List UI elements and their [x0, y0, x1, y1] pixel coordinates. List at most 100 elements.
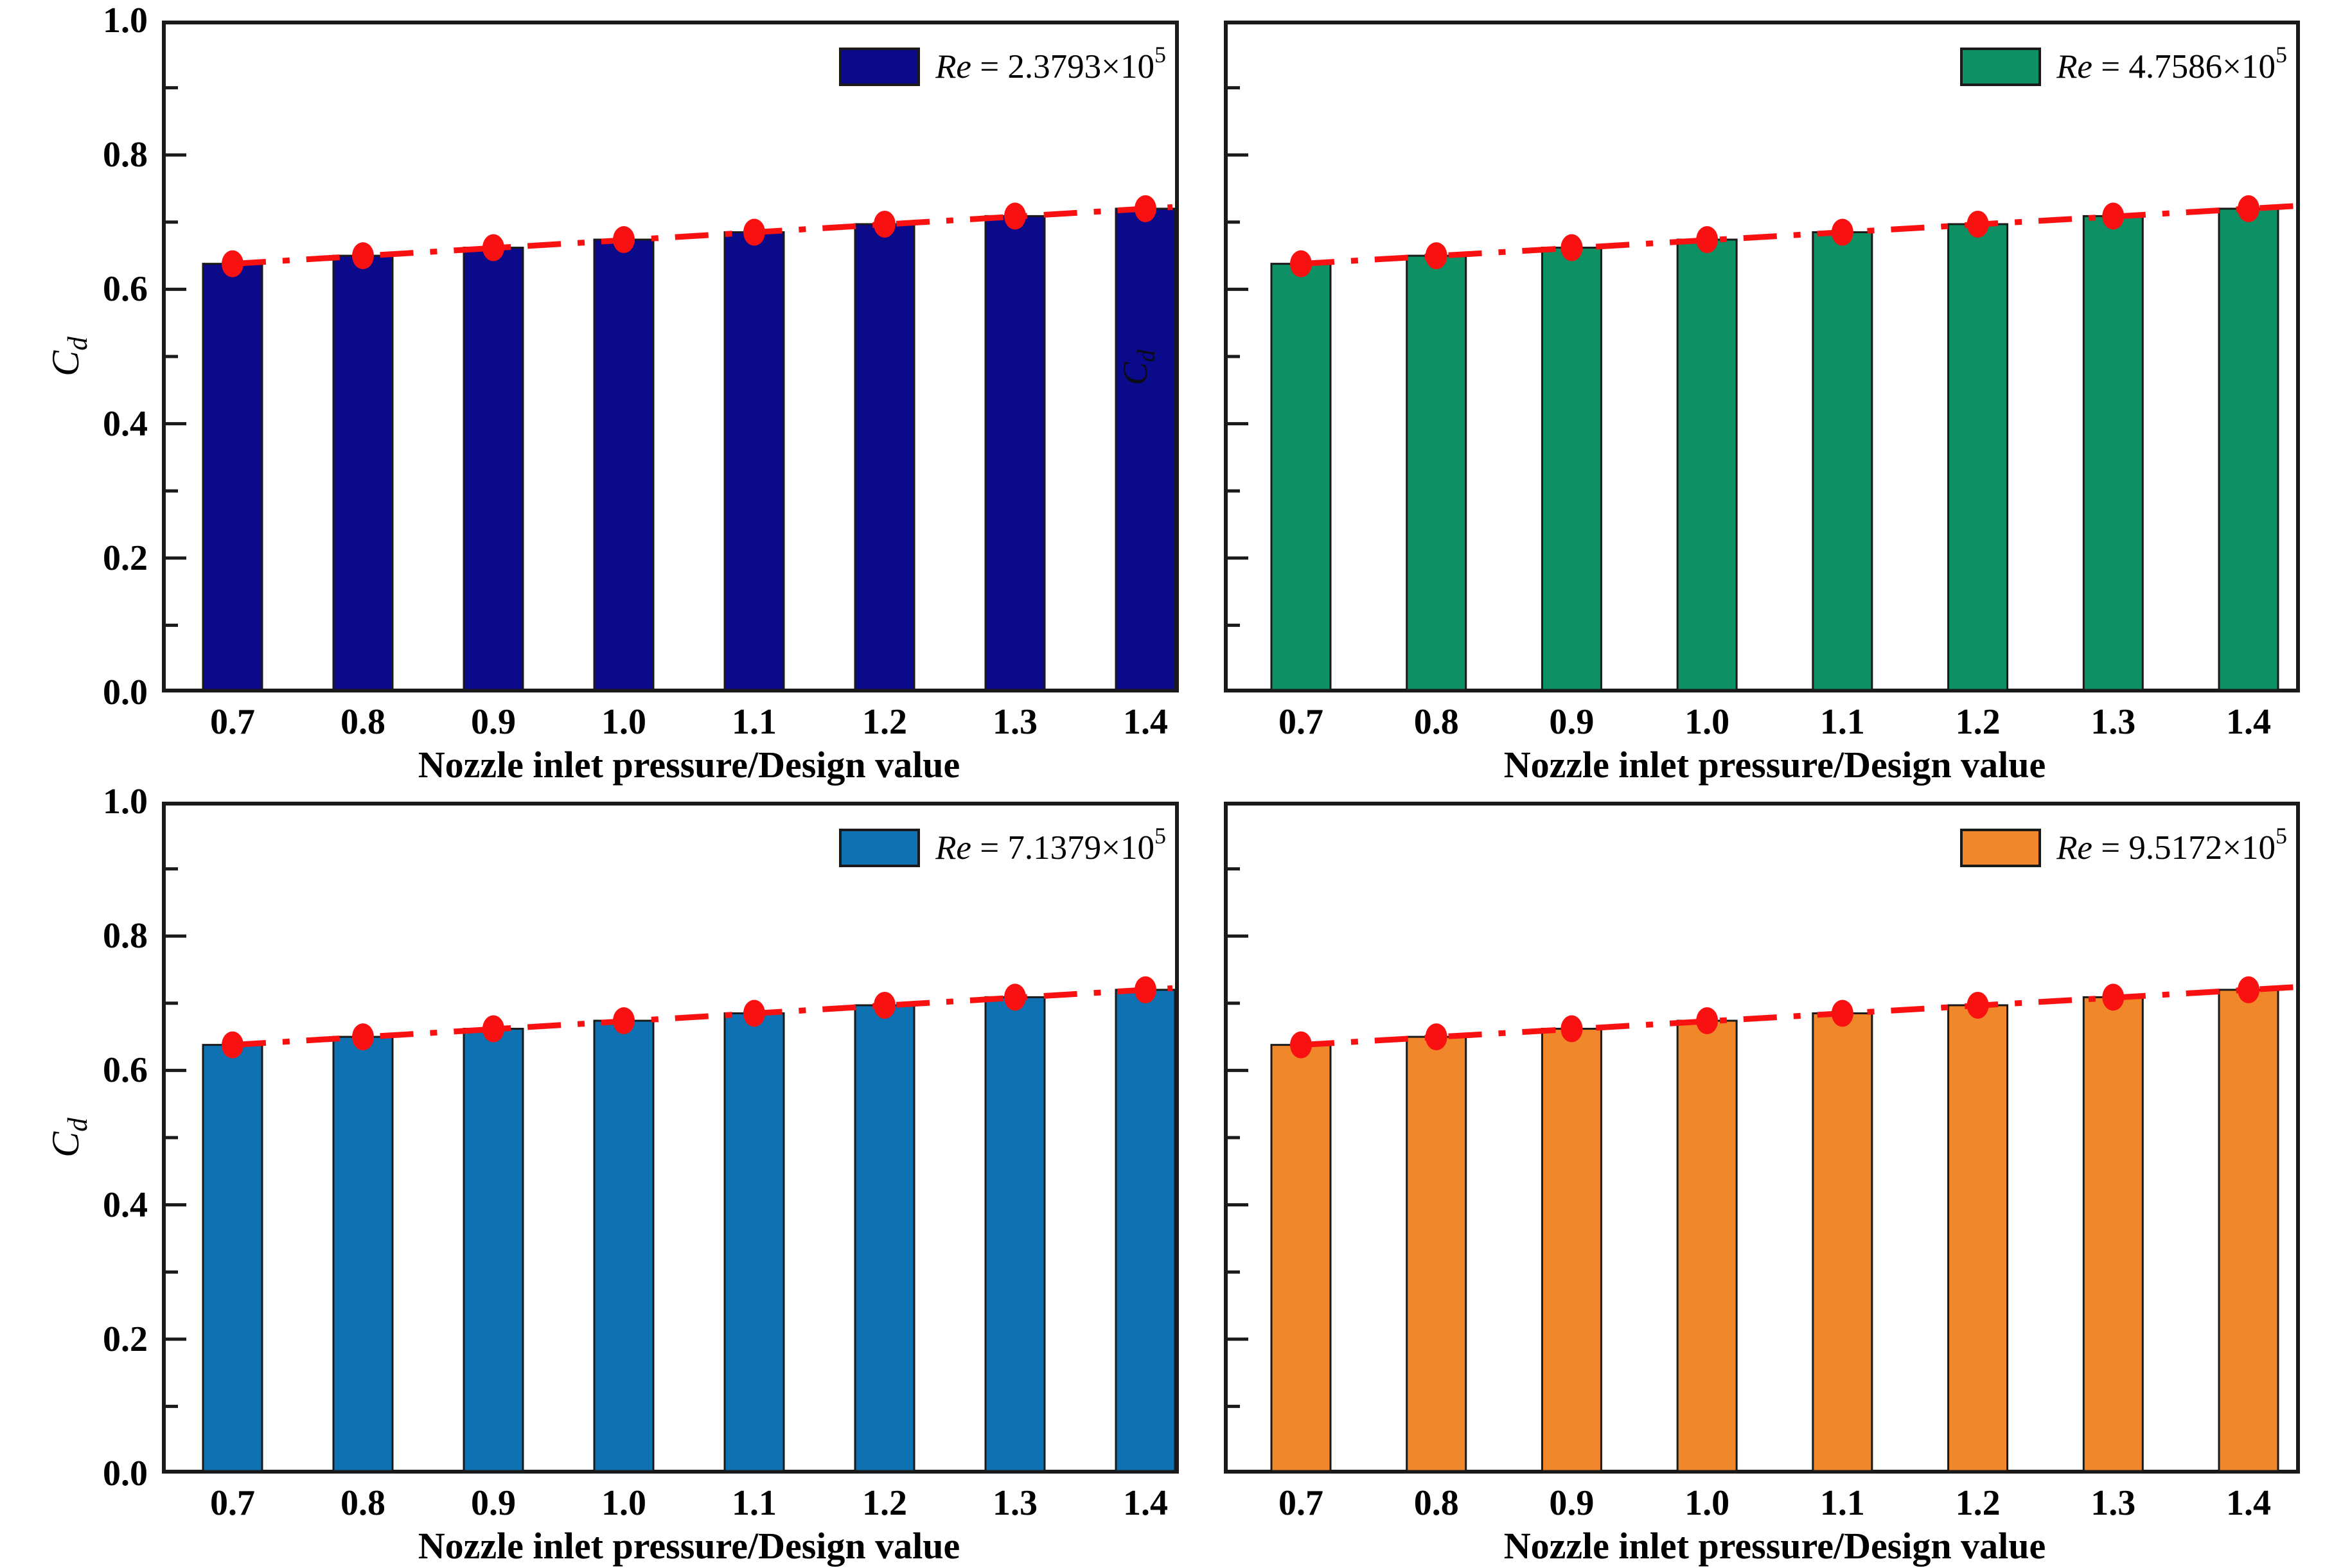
legend-value: = 2.3793×10 — [971, 48, 1154, 85]
data-marker — [874, 210, 896, 238]
stray-cd-sub: d — [1132, 349, 1160, 362]
data-marker — [352, 1023, 374, 1051]
bar-1.3 — [2082, 996, 2144, 1472]
bar-1.4 — [2218, 207, 2279, 691]
bar-1.2 — [854, 223, 915, 691]
x-tick-label: 1.3 — [993, 702, 1038, 742]
data-marker — [1967, 991, 1989, 1019]
legend-exponent: 5 — [2276, 823, 2287, 849]
x-tick-label: 0.7 — [1278, 1483, 1323, 1523]
legend-value: = 9.5172×10 — [2092, 829, 2276, 867]
y-axis-label-main: C — [44, 1131, 87, 1158]
legend-bottom-right: Re = 9.5172×105 — [1230, 824, 2287, 867]
trend-line — [232, 204, 1173, 267]
data-marker — [2102, 202, 2125, 230]
x-axis-title: Nozzle inlet pressure/Design value — [1503, 1525, 2046, 1567]
y-tick-label: 0.8 — [103, 916, 148, 956]
y-axis-label-sub: d — [63, 1118, 93, 1132]
legend-exponent: 5 — [1154, 823, 1166, 849]
x-tick-label: 1.4 — [2226, 702, 2271, 742]
data-marker — [1425, 242, 1447, 270]
bar-0.9 — [463, 247, 524, 691]
x-tick-label: 0.9 — [1549, 702, 1595, 742]
data-marker — [613, 1007, 635, 1034]
legend-exponent: 5 — [2276, 42, 2287, 67]
x-axis-title: Nozzle inlet pressure/Design value — [418, 744, 960, 786]
bar-1.3 — [984, 215, 1046, 691]
plot-area-top-left — [162, 21, 1179, 692]
x-tick-label: 1.0 — [601, 702, 646, 742]
x-tick-label: 1.3 — [2091, 702, 2136, 742]
stray-cd-main: C — [1116, 362, 1154, 385]
x-tick-label: 1.0 — [1684, 1483, 1730, 1523]
plot-area-top-right — [1224, 21, 2300, 692]
bar-0.9 — [1541, 247, 1602, 691]
x-tick-label: 1.3 — [2091, 1483, 2136, 1523]
data-marker — [1560, 1015, 1583, 1043]
data-marker — [1290, 1031, 1312, 1059]
data-marker — [482, 1015, 504, 1043]
x-tick-label: 1.1 — [1819, 702, 1865, 742]
bar-1.4 — [1115, 989, 1176, 1472]
legend-label: Re = 9.5172×105 — [2056, 824, 2287, 867]
data-marker — [1696, 225, 1719, 253]
x-tick-label: 0.8 — [1413, 1483, 1459, 1523]
data-marker — [2238, 195, 2259, 222]
x-tick-label: 1.3 — [993, 1483, 1038, 1523]
x-tick-label: 1.1 — [1819, 1483, 1865, 1523]
bar-1.0 — [1676, 238, 1738, 691]
x-tick-label: 1.2 — [862, 702, 907, 742]
bar-0.9 — [1541, 1028, 1602, 1472]
legend-label: Re = 4.7586×105 — [2056, 43, 2287, 86]
bar-1.3 — [984, 996, 1046, 1472]
bar-1.2 — [1947, 223, 2009, 691]
x-tick-label: 1.0 — [601, 1483, 646, 1523]
y-tick-label: 0.2 — [103, 538, 148, 578]
bar-1.0 — [593, 1019, 655, 1472]
bar-1.0 — [1676, 1019, 1738, 1472]
data-marker — [482, 234, 504, 261]
x-tick-label: 0.8 — [340, 702, 385, 742]
legend-value: = 4.7586×10 — [2092, 48, 2276, 85]
data-marker — [613, 225, 635, 253]
bar-1.2 — [854, 1004, 915, 1472]
data-marker — [2102, 983, 2125, 1011]
data-marker — [874, 991, 896, 1019]
x-tick-label: 0.9 — [1549, 1483, 1595, 1523]
plot-area-bottom-right — [1224, 802, 2300, 1474]
data-marker — [1004, 983, 1026, 1011]
x-tick-label: 1.1 — [732, 702, 777, 742]
bar-1.1 — [1812, 231, 1873, 691]
y-tick-label: 0.8 — [103, 135, 148, 175]
data-marker — [743, 218, 765, 246]
bar-0.7 — [1270, 1044, 1332, 1472]
y-tick-label: 0.6 — [103, 269, 148, 310]
x-axis-title: Nozzle inlet pressure/Design value — [418, 1525, 960, 1567]
x-tick-label: 0.9 — [471, 702, 516, 742]
legend-re-symbol: Re — [2056, 48, 2092, 85]
y-tick-label: 1.0 — [103, 782, 148, 822]
bar-1.4 — [2218, 989, 2279, 1472]
bar-0.8 — [1406, 1035, 1467, 1472]
x-tick-label: 0.8 — [340, 1483, 385, 1523]
bar-1.1 — [723, 1012, 785, 1472]
trend-line — [1300, 203, 2294, 267]
legend-top-right: Re = 4.7586×105 — [1230, 43, 2287, 86]
y-tick-label: 0.6 — [103, 1050, 148, 1091]
y-axis-label-main: C — [44, 350, 87, 376]
x-tick-label: 0.7 — [210, 1483, 255, 1523]
data-marker — [1004, 202, 1026, 230]
data-marker — [352, 242, 374, 270]
y-tick-label: 0.0 — [103, 673, 148, 712]
legend-label: Re = 2.3793×105 — [935, 43, 1166, 86]
x-tick-label: 0.8 — [1413, 702, 1459, 742]
bar-0.7 — [1270, 263, 1332, 691]
stray-cd-label-artifact: Cd — [1109, 332, 1161, 403]
y-tick-label: 0.2 — [103, 1319, 148, 1359]
x-tick-label: 0.7 — [1278, 702, 1323, 742]
plot-area-bottom-left — [162, 802, 1179, 1474]
legend-swatch — [839, 829, 921, 867]
bar-1.0 — [593, 238, 655, 691]
bar-0.8 — [1406, 254, 1467, 691]
